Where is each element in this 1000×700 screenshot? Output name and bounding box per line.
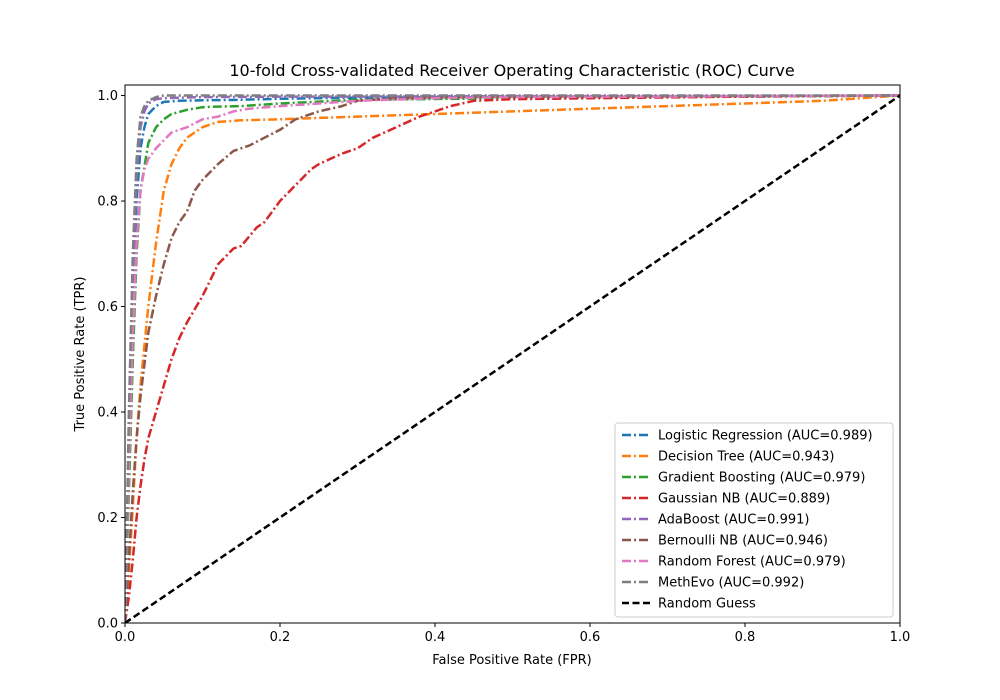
- series-layer: [125, 94, 900, 623]
- x-tick-label: 0.8: [735, 630, 756, 645]
- legend-label-6: Random Forest (AUC=0.979): [658, 555, 846, 570]
- legend-label-5: Bernoulli NB (AUC=0.946): [658, 534, 828, 549]
- legend-label-1: Decision Tree (AUC=0.943): [658, 450, 834, 465]
- legend-label-3: Gaussian NB (AUC=0.889): [658, 492, 830, 507]
- legend-label-2: Gradient Boosting (AUC=0.979): [658, 471, 865, 486]
- y-axis-ticks: 0.0 0.2 0.4 0.6 0.8 1.0: [97, 89, 125, 632]
- chart-title: 10-fold Cross-validated Receiver Operati…: [229, 61, 794, 80]
- x-axis-label: False Positive Rate (FPR): [432, 653, 591, 668]
- y-tick-label: 0.4: [97, 406, 118, 421]
- series-line-3: [125, 94, 900, 623]
- series-line-1: [125, 94, 900, 623]
- x-tick-label: 0.0: [115, 630, 136, 645]
- series-line-7: [125, 94, 900, 623]
- legend-box: [614, 422, 894, 618]
- x-tick-label: 1.0: [890, 630, 911, 645]
- y-tick-label: 1.0: [97, 89, 118, 104]
- x-tick-label: 0.6: [580, 630, 601, 645]
- legend-label-8: Random Guess: [658, 597, 756, 612]
- legend: Logistic Regression (AUC=0.989) Decision …: [614, 422, 894, 618]
- x-tick-label: 0.4: [425, 630, 446, 645]
- y-tick-label: 0.6: [97, 300, 118, 315]
- plot-frame: [124, 84, 901, 624]
- y-tick-label: 0.0: [97, 617, 118, 632]
- y-tick-label: 0.2: [97, 511, 118, 526]
- y-axis-label: True Positive Rate (TPR): [73, 277, 88, 433]
- series-line-8: [125, 94, 900, 623]
- legend-label-7: MethEvo (AUC=0.992): [658, 576, 804, 591]
- y-tick-label: 0.8: [97, 195, 118, 210]
- legend-label-4: AdaBoost (AUC=0.991): [658, 513, 809, 528]
- x-tick-label: 0.2: [270, 630, 291, 645]
- legend-label-0: Logistic Regression (AUC=0.989): [658, 429, 873, 444]
- x-axis-ticks: 0.0 0.2 0.4 0.6 0.8 1.0: [115, 623, 911, 645]
